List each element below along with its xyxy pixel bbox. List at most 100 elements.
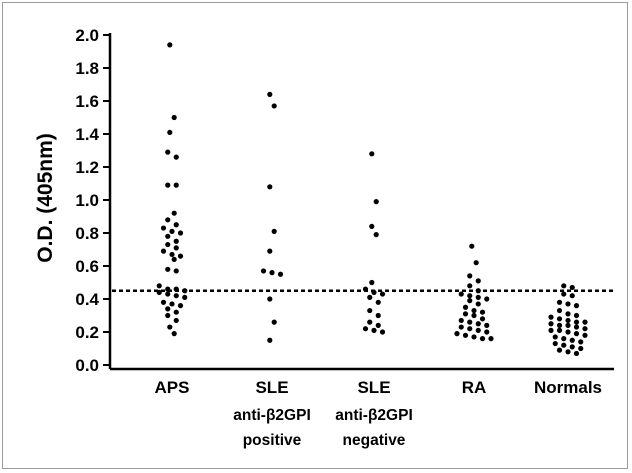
data-point (467, 283, 473, 289)
data-point (565, 322, 571, 328)
data-point (171, 256, 177, 262)
y-tick-label: 0.0 (75, 356, 99, 375)
y-tick-label: 1.6 (75, 92, 99, 111)
data-point (573, 312, 580, 319)
data-point (165, 312, 171, 319)
data-point (367, 307, 373, 314)
data-point (454, 331, 460, 337)
data-point (565, 301, 571, 307)
y-axis-label-group: O.D. (405nm) (34, 133, 57, 263)
data-point (484, 322, 490, 328)
data-point (556, 316, 563, 322)
data-point (160, 299, 167, 305)
data-point (582, 326, 588, 332)
category-label: RA (462, 378, 487, 397)
data-point (556, 322, 563, 328)
data-point (375, 312, 381, 319)
data-point (561, 342, 567, 348)
data-point (484, 296, 490, 302)
data-point (173, 268, 179, 274)
data-point (565, 311, 571, 317)
data-point (573, 350, 580, 357)
data-point (578, 345, 584, 352)
data-point (471, 307, 477, 314)
data-point (156, 283, 162, 289)
category-sublabel: negative (343, 432, 406, 449)
data-point (167, 42, 173, 48)
data-point (556, 299, 563, 305)
data-point (177, 303, 184, 309)
data-point (548, 314, 554, 320)
category-label: APS (155, 378, 190, 397)
data-point (462, 311, 469, 317)
data-point (362, 286, 369, 292)
data-point (165, 286, 171, 292)
category-sublabel: positive (243, 432, 302, 449)
data-point (169, 228, 175, 234)
data-point (569, 344, 575, 350)
data-point (569, 284, 575, 291)
data-point (271, 103, 277, 109)
data-point (475, 288, 481, 294)
data-point (573, 303, 580, 309)
category-label: Normals (534, 378, 602, 397)
data-point (173, 154, 179, 160)
data-point (165, 266, 171, 272)
data-point (561, 283, 567, 289)
data-point (160, 248, 167, 254)
data-points (156, 42, 588, 357)
data-point (367, 294, 373, 300)
data-point (573, 319, 580, 325)
data-point (556, 347, 563, 353)
data-point (165, 149, 171, 155)
data-point (167, 324, 173, 330)
data-point (165, 241, 171, 248)
data-point (561, 336, 567, 342)
data-point (379, 291, 386, 297)
data-point (556, 327, 563, 333)
data-point (475, 321, 481, 327)
y-tick-label: 0.2 (75, 323, 99, 342)
data-point (379, 329, 386, 335)
data-point (173, 293, 179, 299)
data-point (173, 286, 179, 292)
data-point (156, 289, 162, 295)
data-point (177, 230, 184, 236)
data-point (267, 184, 273, 190)
data-point (475, 301, 481, 307)
data-point (479, 309, 486, 315)
data-point (373, 232, 379, 238)
data-point (548, 321, 554, 327)
data-point (269, 270, 275, 276)
data-point (173, 317, 179, 324)
data-point (165, 217, 171, 223)
data-point (277, 271, 284, 277)
data-point (173, 222, 179, 228)
data-point (458, 324, 464, 330)
y-tick-label: 1.8 (75, 59, 99, 78)
data-point (475, 294, 481, 300)
data-point (165, 306, 171, 312)
y-tick-label: 1.4 (75, 125, 99, 144)
data-point (173, 245, 179, 251)
data-point (177, 253, 184, 259)
data-point (367, 319, 373, 325)
data-point (369, 151, 375, 157)
data-point (556, 307, 563, 314)
data-point (458, 317, 464, 324)
data-point (569, 337, 575, 343)
data-point (488, 336, 494, 342)
data-point (475, 278, 481, 284)
data-point (565, 329, 571, 335)
data-point (462, 304, 469, 310)
category-label: SLE (255, 378, 288, 397)
data-point (165, 291, 171, 297)
data-point (467, 298, 473, 304)
y-tick-label: 1.2 (75, 158, 99, 177)
y-tick-label: 1.0 (75, 191, 99, 210)
y-tick-label: 0.4 (75, 290, 99, 309)
category-sublabel: anti-β2GPI (233, 407, 311, 424)
y-tick-label: 0.6 (75, 257, 99, 276)
data-point (573, 324, 580, 330)
